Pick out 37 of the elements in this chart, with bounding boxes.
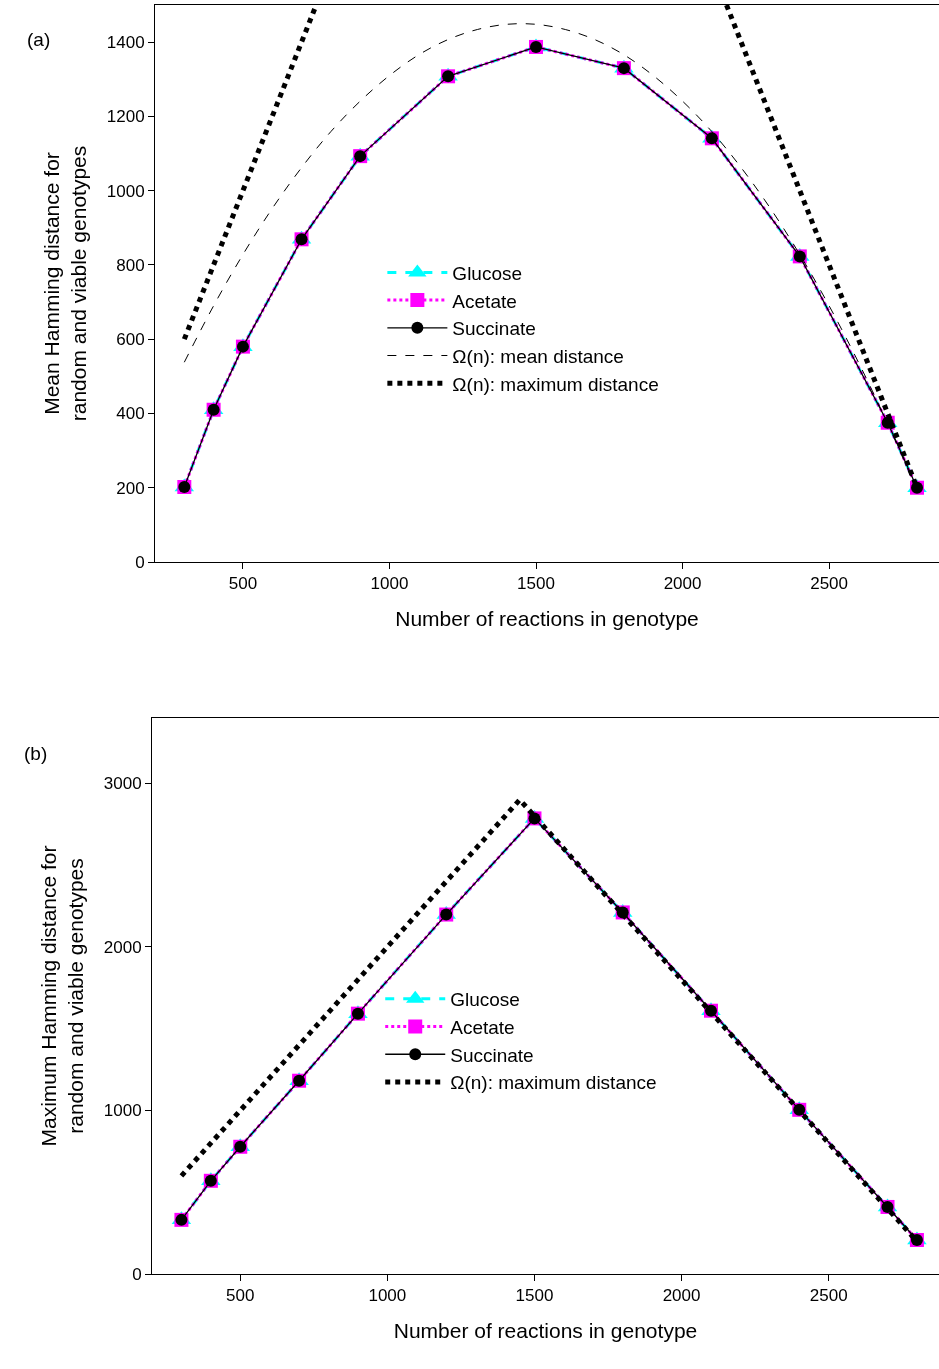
legend-label: Succinate	[452, 318, 536, 340]
x-tick-label: 1000	[370, 574, 409, 594]
y-tick-label: 1000	[103, 1101, 142, 1121]
y-axis-title: Mean Hamming distance for random and viable genotypes	[39, 145, 90, 422]
x-tick-label: 500	[228, 574, 258, 594]
y-tick-label: 1400	[106, 33, 145, 53]
legend-label: Succinate	[450, 1044, 534, 1066]
legend-label: Ω(n): maximum distance	[452, 373, 659, 395]
text: (a)	[27, 29, 51, 50]
x-tick-label: 1500	[515, 1286, 554, 1306]
x-tick-label: 2000	[662, 1286, 701, 1306]
x-tick-label: 1500	[517, 574, 555, 594]
x-tick-label: 2500	[809, 1286, 848, 1306]
y-tick-label: 2000	[103, 937, 142, 957]
x-tick-label: 2500	[810, 574, 848, 594]
x-tick-label: 2000	[663, 574, 702, 594]
y-tick-label: 0	[132, 1264, 142, 1284]
text: (b)	[24, 743, 48, 764]
y-tick-label: 1000	[106, 181, 145, 201]
legend-label: Acetate	[452, 290, 517, 312]
y-tick-label: 0	[135, 552, 145, 572]
y-axis-title: Maximum Hamming distance for random and viable genotypes	[36, 845, 87, 1147]
legend-label: Glucose	[452, 262, 523, 284]
legend-label: Ω(n): mean distance	[452, 345, 624, 367]
y-tick-label: 200	[116, 478, 145, 498]
y-tick-label: 800	[116, 255, 145, 275]
legend-label: Acetate	[450, 1016, 515, 1038]
legend-label: Glucose	[450, 989, 520, 1011]
legend-label: Ω(n): maximum distance	[450, 1072, 657, 1094]
x-axis-title: Number of reactions in genotype	[393, 1318, 698, 1342]
y-tick-label: 1200	[106, 107, 145, 127]
y-tick-label: 3000	[103, 774, 142, 794]
y-tick-label: 400	[116, 404, 145, 424]
x-axis-title: Number of reactions in genotype	[395, 606, 699, 630]
x-tick-label: 1000	[368, 1286, 407, 1306]
y-tick-label: 600	[116, 330, 145, 350]
x-tick-label: 500	[226, 1286, 255, 1306]
